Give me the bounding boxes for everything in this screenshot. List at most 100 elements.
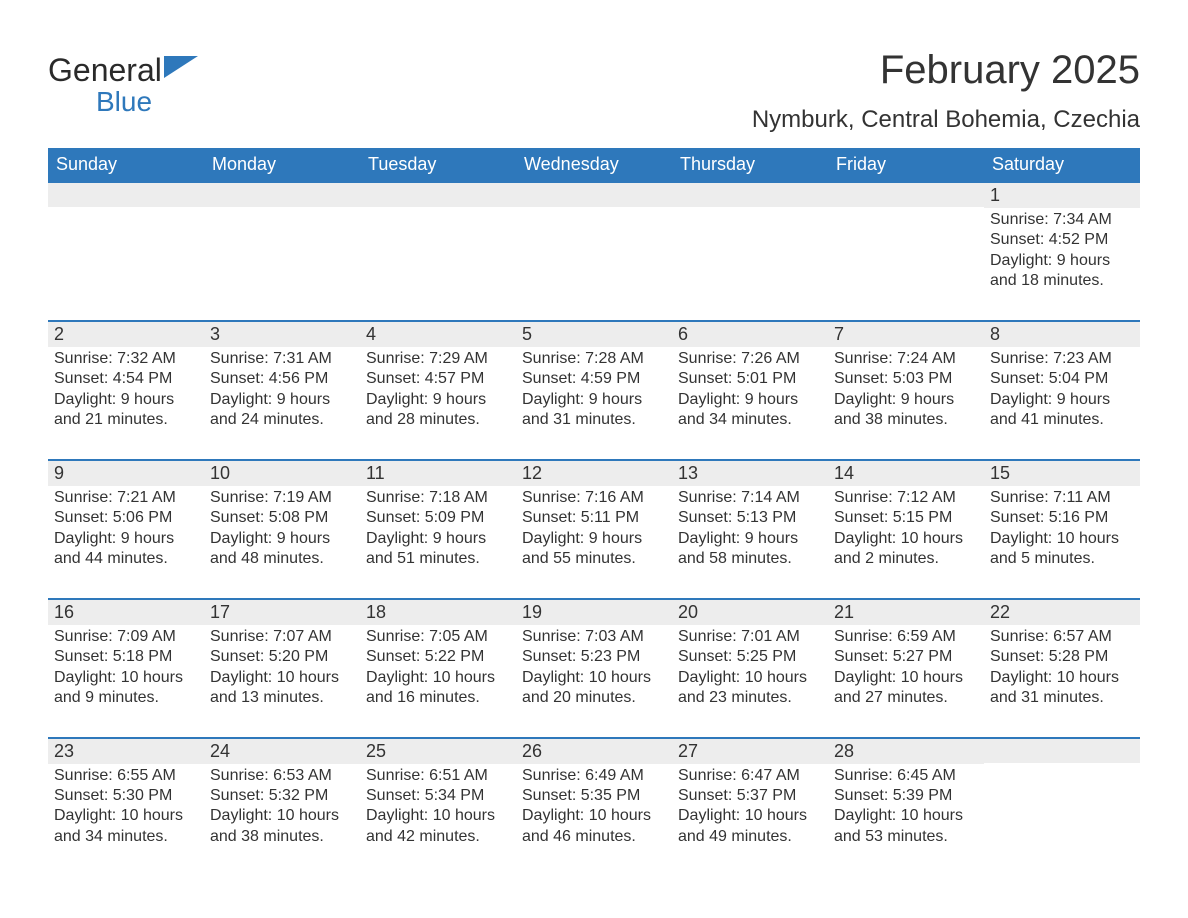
calendar-day [516,183,672,292]
calendar-day: 6Sunrise: 7:26 AMSunset: 5:01 PMDaylight… [672,322,828,431]
day-number: 7 [828,322,984,347]
day-details [516,207,672,289]
calendar-day [984,739,1140,848]
daylight-text: and 9 minutes. [54,688,198,708]
day-details: Sunrise: 7:05 AMSunset: 5:22 PMDaylight:… [360,625,516,709]
calendar-header-row: Sunday Monday Tuesday Wednesday Thursday… [48,148,1140,183]
day-number: 15 [984,461,1140,486]
daylight-text: Daylight: 9 hours [990,251,1134,271]
daylight-text: and 2 minutes. [834,549,978,569]
sunrise-text: Sunrise: 6:53 AM [210,766,354,786]
calendar-day: 7Sunrise: 7:24 AMSunset: 5:03 PMDaylight… [828,322,984,431]
calendar-day: 10Sunrise: 7:19 AMSunset: 5:08 PMDayligh… [204,461,360,570]
daylight-text: and 48 minutes. [210,549,354,569]
day-number: 22 [984,600,1140,625]
day-details [360,207,516,289]
sunset-text: Sunset: 5:16 PM [990,508,1134,528]
day-number: 27 [672,739,828,764]
calendar-week: 9Sunrise: 7:21 AMSunset: 5:06 PMDaylight… [48,459,1140,570]
sunrise-text: Sunrise: 7:03 AM [522,627,666,647]
day-number: 19 [516,600,672,625]
daylight-text: Daylight: 10 hours [366,806,510,826]
col-header: Sunday [48,148,204,183]
sunrise-text: Sunrise: 7:18 AM [366,488,510,508]
sunrise-text: Sunrise: 7:07 AM [210,627,354,647]
sunset-text: Sunset: 5:08 PM [210,508,354,528]
sunrise-text: Sunrise: 6:45 AM [834,766,978,786]
daylight-text: Daylight: 10 hours [210,806,354,826]
day-number: 28 [828,739,984,764]
calendar-day: 22Sunrise: 6:57 AMSunset: 5:28 PMDayligh… [984,600,1140,709]
daylight-text: Daylight: 10 hours [834,529,978,549]
col-header: Monday [204,148,360,183]
daylight-text: Daylight: 10 hours [834,668,978,688]
sunset-text: Sunset: 4:59 PM [522,369,666,389]
daylight-text: and 38 minutes. [834,410,978,430]
day-number: 23 [48,739,204,764]
day-number [672,183,828,207]
sunset-text: Sunset: 5:28 PM [990,647,1134,667]
sunrise-text: Sunrise: 6:57 AM [990,627,1134,647]
daylight-text: Daylight: 10 hours [54,806,198,826]
day-number [516,183,672,207]
sunset-text: Sunset: 5:18 PM [54,647,198,667]
col-header: Thursday [672,148,828,183]
sunset-text: Sunset: 5:01 PM [678,369,822,389]
calendar-day: 15Sunrise: 7:11 AMSunset: 5:16 PMDayligh… [984,461,1140,570]
calendar-day: 28Sunrise: 6:45 AMSunset: 5:39 PMDayligh… [828,739,984,848]
sunrise-text: Sunrise: 7:19 AM [210,488,354,508]
sunset-text: Sunset: 5:20 PM [210,647,354,667]
day-details: Sunrise: 7:01 AMSunset: 5:25 PMDaylight:… [672,625,828,709]
sunset-text: Sunset: 5:30 PM [54,786,198,806]
day-number: 10 [204,461,360,486]
calendar-body: 1Sunrise: 7:34 AMSunset: 4:52 PMDaylight… [48,183,1140,847]
daylight-text: Daylight: 10 hours [990,668,1134,688]
sunrise-text: Sunrise: 7:14 AM [678,488,822,508]
sunset-text: Sunset: 5:04 PM [990,369,1134,389]
sunrise-text: Sunrise: 6:59 AM [834,627,978,647]
col-header: Tuesday [360,148,516,183]
daylight-text: Daylight: 9 hours [54,529,198,549]
day-details [204,207,360,289]
day-number [48,183,204,207]
day-details: Sunrise: 7:03 AMSunset: 5:23 PMDaylight:… [516,625,672,709]
sunrise-text: Sunrise: 7:24 AM [834,349,978,369]
day-number [828,183,984,207]
sunrise-text: Sunrise: 6:55 AM [54,766,198,786]
day-details: Sunrise: 7:11 AMSunset: 5:16 PMDaylight:… [984,486,1140,570]
day-details: Sunrise: 7:32 AMSunset: 4:54 PMDaylight:… [48,347,204,431]
calendar-day [48,183,204,292]
sunrise-text: Sunrise: 7:28 AM [522,349,666,369]
sunset-text: Sunset: 5:23 PM [522,647,666,667]
daylight-text: and 28 minutes. [366,410,510,430]
daylight-text: Daylight: 9 hours [210,529,354,549]
sunrise-text: Sunrise: 7:34 AM [990,210,1134,230]
sunset-text: Sunset: 5:32 PM [210,786,354,806]
sunset-text: Sunset: 5:11 PM [522,508,666,528]
calendar: Sunday Monday Tuesday Wednesday Thursday… [48,148,1140,847]
calendar-day: 5Sunrise: 7:28 AMSunset: 4:59 PMDaylight… [516,322,672,431]
calendar-day: 25Sunrise: 6:51 AMSunset: 5:34 PMDayligh… [360,739,516,848]
sunset-text: Sunset: 5:25 PM [678,647,822,667]
daylight-text: and 31 minutes. [522,410,666,430]
daylight-text: Daylight: 10 hours [522,668,666,688]
day-details: Sunrise: 7:09 AMSunset: 5:18 PMDaylight:… [48,625,204,709]
sunrise-text: Sunrise: 6:49 AM [522,766,666,786]
day-details: Sunrise: 7:34 AMSunset: 4:52 PMDaylight:… [984,208,1140,292]
brand-logo: General Blue [48,48,162,86]
page: General Blue February 2025 Nymburk, Cent… [0,0,1188,918]
daylight-text: Daylight: 9 hours [678,390,822,410]
day-number [204,183,360,207]
calendar-day: 26Sunrise: 6:49 AMSunset: 5:35 PMDayligh… [516,739,672,848]
sunrise-text: Sunrise: 7:23 AM [990,349,1134,369]
daylight-text: Daylight: 9 hours [366,529,510,549]
calendar-day: 3Sunrise: 7:31 AMSunset: 4:56 PMDaylight… [204,322,360,431]
day-number: 20 [672,600,828,625]
daylight-text: and 18 minutes. [990,271,1134,291]
calendar-day [672,183,828,292]
day-details: Sunrise: 7:31 AMSunset: 4:56 PMDaylight:… [204,347,360,431]
calendar-day: 23Sunrise: 6:55 AMSunset: 5:30 PMDayligh… [48,739,204,848]
calendar-day: 24Sunrise: 6:53 AMSunset: 5:32 PMDayligh… [204,739,360,848]
day-details: Sunrise: 6:59 AMSunset: 5:27 PMDaylight:… [828,625,984,709]
daylight-text: Daylight: 9 hours [678,529,822,549]
